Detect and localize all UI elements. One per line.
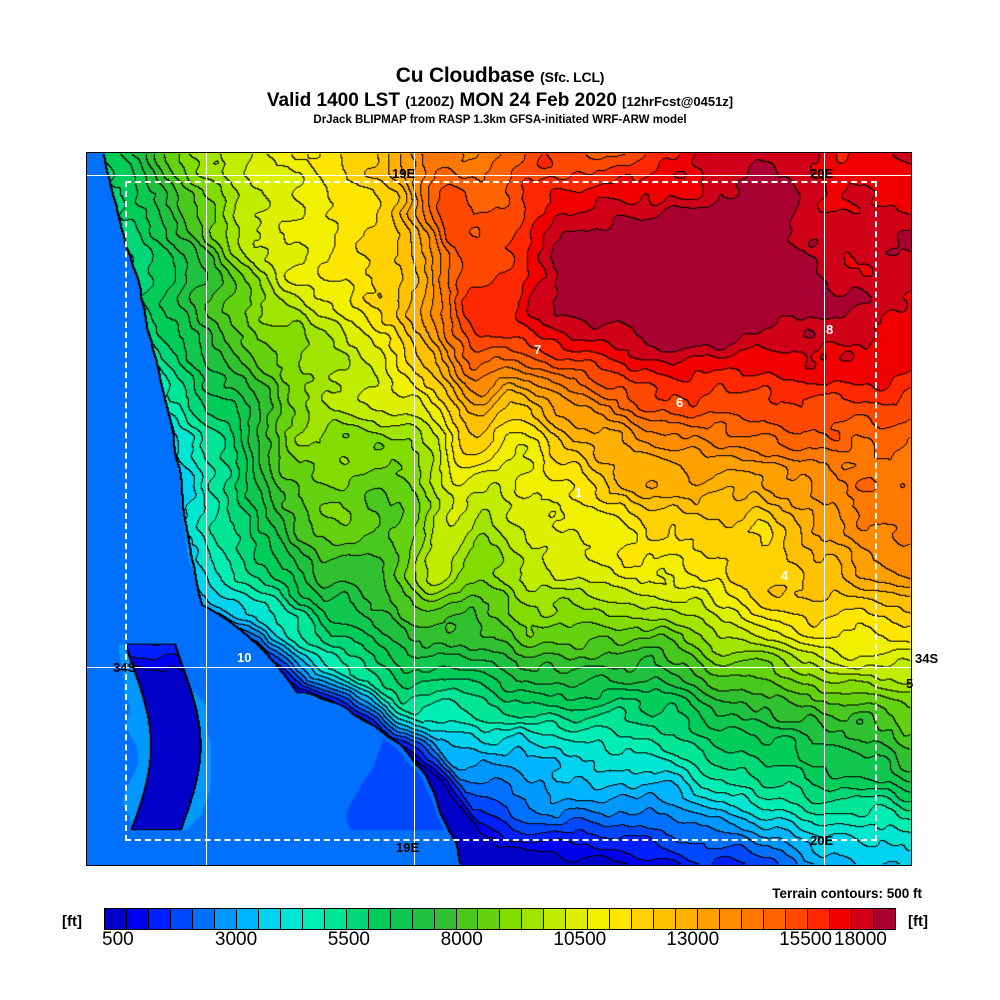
chart-title: Cu Cloudbase (Sfc. LCL) [0, 64, 1000, 89]
chart-title-suffix: (Sfc. LCL) [540, 69, 605, 85]
colorbar-tick-labels: 500 3000 5500 8000 10500 13000 15500 18000 [102, 929, 896, 955]
colorbar-swatch [808, 909, 830, 929]
colorbar-swatch [764, 909, 787, 929]
colorbar-swatch [654, 909, 677, 929]
lat-label-left-34s: 34S [113, 660, 137, 675]
colorbar-swatch [544, 909, 567, 929]
colorbar-unit-right: [ft] [908, 913, 928, 930]
forecast-tag: [12hrFcst@0451z] [622, 94, 734, 109]
lon-label-bottom-19e: 19E [396, 840, 420, 855]
colorbar-swatch [456, 909, 479, 929]
colorbar-swatch [148, 909, 171, 929]
colorbar-swatch [346, 909, 369, 929]
valid-date: MON 24 Feb 2020 [459, 90, 617, 111]
lon-label-top-20e: 20E [810, 166, 834, 181]
colorbar-swatch [214, 909, 237, 929]
colorbar-tick-13000: 13000 [666, 929, 720, 950]
colorbar-swatch [478, 909, 501, 929]
colorbar-swatch [500, 909, 523, 929]
colorbar-unit-left: [ft] [62, 913, 82, 930]
valid-time-zulu: (1200Z) [405, 93, 455, 109]
colorbar-swatch [192, 909, 215, 929]
colorbar-swatch [829, 909, 852, 929]
colorbar-swatch [566, 909, 589, 929]
colorbar-swatch [676, 909, 699, 929]
colorbar-swatch [786, 909, 808, 929]
weather-map[interactable] [86, 152, 912, 866]
colorbar-tick-10500: 10500 [553, 929, 607, 950]
colorbar-tick-3000: 3000 [214, 929, 258, 950]
colorbar-swatch [720, 909, 743, 929]
colorbar-swatch [632, 909, 655, 929]
colorbar-tick-15500: 15500 [779, 929, 832, 950]
colorbar-swatch [434, 909, 457, 929]
colorbar-swatch [126, 909, 149, 929]
colorbar-gradient [104, 908, 896, 930]
colorbar-swatch [368, 909, 391, 929]
colorbar-swatch [698, 909, 721, 929]
title-block: Cu Cloudbase (Sfc. LCL) Valid 1400 LST (… [0, 64, 1000, 128]
lat-label-right-35s: 5 [906, 676, 914, 691]
model-attribution: DrJack BLIPMAP from RASP 1.3km GFSA-init… [313, 114, 687, 126]
colorbar-tick-5500: 5500 [327, 929, 370, 950]
colorbar-swatch [105, 909, 127, 929]
lat-label-right-34s: 34S [915, 651, 939, 666]
colorbar-swatch [873, 909, 895, 929]
colorbar-swatch [280, 909, 303, 929]
colorbar-swatch [390, 909, 413, 929]
colorbar-swatch [170, 909, 193, 929]
colorbar-swatch [324, 909, 347, 929]
map-raster [87, 153, 911, 865]
terrain-contour-note: Terrain contours: 500 ft [772, 886, 922, 901]
chart-subtitle: Valid 1400 LST (1200Z) MON 24 Feb 2020 [… [0, 89, 1000, 113]
colorbar-swatch [236, 909, 259, 929]
chart-title-main: Cu Cloudbase [395, 64, 535, 87]
colorbar-swatch [742, 909, 765, 929]
colorbar-tick-500: 500 [102, 929, 134, 950]
colorbar-swatch [522, 909, 545, 929]
colorbar-swatch [302, 909, 325, 929]
colorbar-swatch [258, 909, 281, 929]
colorbar-tick-18000: 18000 [834, 929, 887, 950]
valid-time-prefix: Valid 1400 LST [266, 90, 400, 111]
colorbar-swatch [851, 909, 874, 929]
colorbar-swatch [588, 909, 611, 929]
lon-label-top-19e: 19E [392, 166, 416, 181]
colorbar-swatch [412, 909, 435, 929]
lon-label-bottom-20e: 20E [810, 833, 834, 848]
colorbar-tick-8000: 8000 [440, 929, 483, 950]
colorbar-legend: [ft] [ft] 500 3000 5500 8000 10500 13000 15500… [0, 905, 1000, 955]
colorbar-swatch [610, 909, 633, 929]
